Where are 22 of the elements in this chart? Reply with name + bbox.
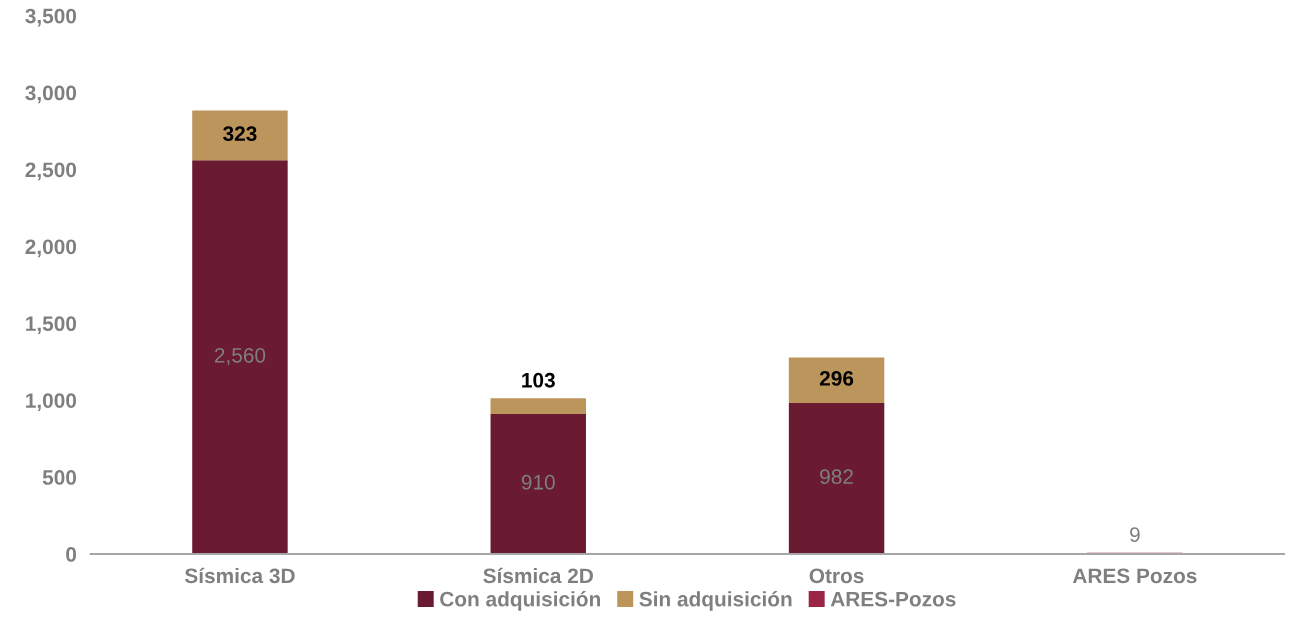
data-label: 2,560: [214, 347, 266, 366]
data-label: 982: [820, 469, 853, 485]
y-tick-label: 3,500: [25, 8, 77, 27]
y-tick-label: 2,000: [25, 239, 77, 258]
legend-label: ARES-Pozos: [830, 591, 956, 607]
x-tick-label: ARES Pozos: [1072, 568, 1197, 584]
data-label: 323: [223, 126, 257, 142]
x-tick-label: Otros: [809, 568, 864, 584]
data-label: 296: [819, 371, 854, 386]
x-tick-label: Sísmica 2D: [483, 567, 593, 584]
y-tick-label: 3,000: [25, 85, 77, 104]
legend-label: Con adquisición: [440, 591, 601, 611]
data-label: 9: [1130, 527, 1140, 543]
data-label: 103: [522, 372, 555, 388]
y-tick-label: 2,500: [25, 162, 77, 181]
data-label: 910: [521, 474, 555, 490]
y-tick-label: 0: [66, 547, 77, 562]
legend-label: Sin adquisición: [639, 591, 792, 611]
y-tick-label: 1,000: [26, 393, 77, 411]
y-tick-label: 1,500: [26, 316, 77, 335]
x-tick-label: Sísmica 3D: [184, 567, 295, 584]
y-tick-label: 500: [42, 470, 77, 485]
